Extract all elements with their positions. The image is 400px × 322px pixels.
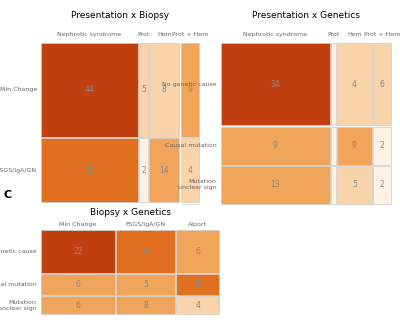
Bar	[149, 43, 179, 137]
Bar	[139, 138, 148, 202]
Title: Presentation x Biopsy: Presentation x Biopsy	[71, 11, 169, 20]
Text: FSGS/IgA/GN: FSGS/IgA/GN	[126, 222, 166, 227]
Text: 2: 2	[380, 141, 384, 150]
Text: Prot + Hem: Prot + Hem	[172, 32, 208, 37]
Text: FSGS/IgA/GN: FSGS/IgA/GN	[0, 168, 37, 173]
Bar	[337, 166, 372, 204]
Text: 6: 6	[195, 247, 200, 256]
Bar	[373, 43, 391, 125]
Bar	[116, 230, 175, 273]
Text: Prot: Prot	[137, 32, 150, 37]
Text: Mutation
unclear sign: Mutation unclear sign	[178, 179, 216, 190]
Title: Biopsy x Genetics: Biopsy x Genetics	[90, 208, 170, 217]
Text: No genetic cause: No genetic cause	[162, 81, 216, 87]
Text: 6: 6	[75, 280, 80, 289]
Bar	[41, 274, 115, 295]
Bar	[181, 43, 199, 137]
Bar	[332, 127, 336, 165]
Title: Presentation x Genetics: Presentation x Genetics	[252, 11, 360, 20]
Text: Hem: Hem	[157, 32, 172, 37]
Bar	[337, 43, 372, 125]
Text: 34: 34	[270, 80, 280, 89]
Text: Mutation
unclear sign: Mutation unclear sign	[0, 300, 36, 311]
Text: Min Change: Min Change	[59, 222, 96, 227]
Text: 6: 6	[380, 80, 384, 89]
Bar	[41, 296, 115, 314]
Text: 22: 22	[73, 247, 82, 256]
Bar	[149, 138, 179, 202]
Bar	[41, 230, 115, 273]
Text: 13: 13	[270, 180, 280, 189]
Text: Prot: Prot	[328, 32, 340, 37]
Text: 10: 10	[193, 280, 202, 289]
Text: Hem: Hem	[347, 32, 362, 37]
Bar	[176, 230, 219, 273]
Text: 25: 25	[84, 166, 94, 175]
Bar	[221, 127, 330, 165]
Bar	[41, 43, 138, 137]
Text: 14: 14	[160, 166, 169, 175]
Text: 4: 4	[188, 166, 192, 175]
Text: 8: 8	[143, 301, 148, 310]
Bar	[373, 166, 391, 204]
Text: Prot + Hem: Prot + Hem	[364, 32, 400, 37]
Bar	[139, 43, 148, 137]
Text: No genetic cause: No genetic cause	[0, 249, 36, 254]
Text: Min Change: Min Change	[0, 87, 37, 92]
Bar	[221, 43, 330, 125]
Text: 9: 9	[188, 85, 192, 94]
Bar	[176, 296, 219, 314]
Text: 5: 5	[143, 280, 148, 289]
Text: 9: 9	[352, 141, 357, 150]
Bar	[337, 127, 372, 165]
Text: 4: 4	[195, 301, 200, 310]
Bar	[116, 296, 175, 314]
Text: 5: 5	[352, 180, 357, 189]
Text: 9: 9	[273, 141, 278, 150]
Text: 6: 6	[75, 301, 80, 310]
Bar	[41, 138, 138, 202]
Text: Alport: Alport	[188, 222, 207, 227]
Text: 44: 44	[84, 85, 94, 94]
Text: Nephrotic syndrome: Nephrotic syndrome	[243, 32, 308, 37]
Text: 14: 14	[141, 247, 150, 256]
Text: 8: 8	[162, 85, 167, 94]
Bar	[181, 138, 199, 202]
Text: Causal mutation: Causal mutation	[165, 143, 216, 148]
Bar	[373, 127, 391, 165]
Text: 2: 2	[141, 166, 146, 175]
Text: Nephrotic syndrome: Nephrotic syndrome	[57, 32, 121, 37]
Bar	[116, 274, 175, 295]
Text: 2: 2	[380, 180, 384, 189]
Text: C: C	[4, 190, 12, 200]
Bar	[332, 43, 336, 125]
Text: 5: 5	[141, 85, 146, 94]
Bar	[332, 166, 336, 204]
Bar	[221, 166, 330, 204]
Bar	[176, 274, 219, 295]
Text: Causal mutation: Causal mutation	[0, 282, 36, 287]
Text: 4: 4	[352, 80, 357, 89]
